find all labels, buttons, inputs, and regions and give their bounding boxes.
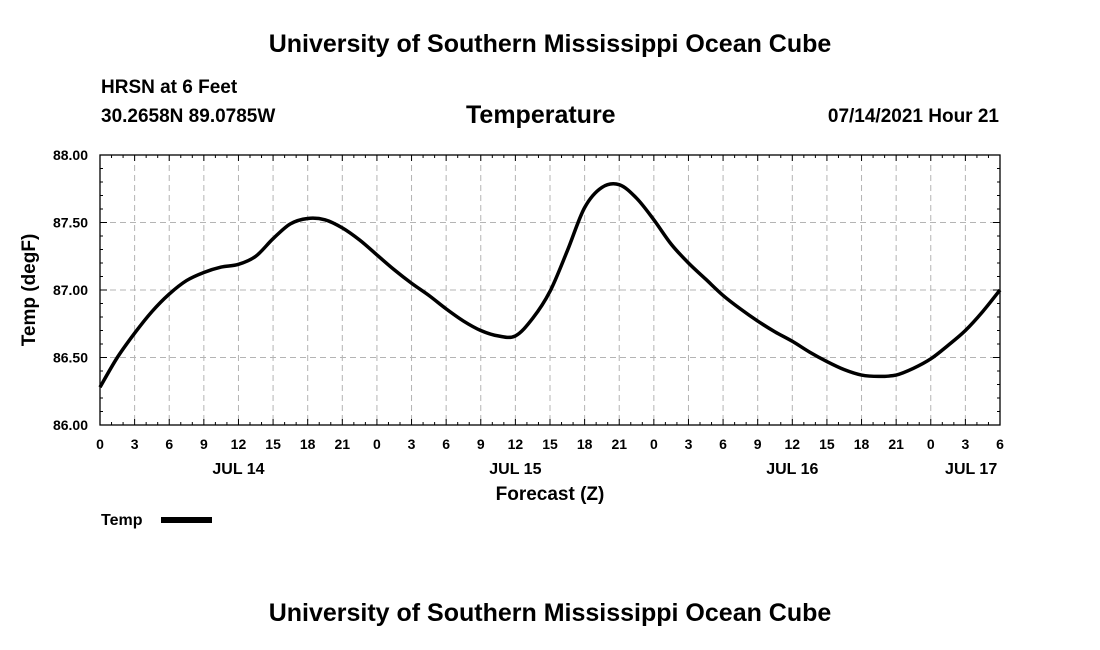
x-tick-label: 21 xyxy=(888,436,904,452)
x-tick-label: 6 xyxy=(996,436,1004,452)
forecast-datetime: 07/14/2021 Hour 21 xyxy=(827,106,999,127)
station-label: HRSN at 6 Feet xyxy=(101,77,238,98)
x-tick-label: 21 xyxy=(611,436,627,452)
x-tick-label: 3 xyxy=(685,436,693,452)
x-tick-label: 9 xyxy=(200,436,208,452)
x-tick-label: 21 xyxy=(335,436,351,452)
x-tick-label: 0 xyxy=(650,436,658,452)
x-tick-label: 15 xyxy=(819,436,835,452)
y-tick-label: 86.00 xyxy=(53,417,88,433)
x-tick-label: 15 xyxy=(542,436,558,452)
series-layer xyxy=(98,182,1002,389)
y-axis-title: Temp (degF) xyxy=(19,234,40,347)
x-tick-label: 18 xyxy=(300,436,316,452)
legend: Temp xyxy=(101,512,212,529)
date-label: JUL 16 xyxy=(766,461,818,478)
x-tick-label: 15 xyxy=(265,436,281,452)
x-tick-label: 9 xyxy=(477,436,485,452)
x-tick-label: 6 xyxy=(719,436,727,452)
date-label: JUL 15 xyxy=(489,461,541,478)
y-tick-label: 86.50 xyxy=(53,350,88,366)
x-tick-label: 12 xyxy=(508,436,524,452)
x-tick-label: 3 xyxy=(961,436,969,452)
x-tick-label: 3 xyxy=(131,436,139,452)
x-tick-label: 0 xyxy=(373,436,381,452)
x-tick-label: 9 xyxy=(754,436,762,452)
x-tick-label: 12 xyxy=(785,436,801,452)
x-axis-title: Forecast (Z) xyxy=(496,484,605,505)
y-tick-label: 88.00 xyxy=(53,147,88,163)
series-line-temp xyxy=(98,182,1002,389)
x-tick-label: 3 xyxy=(408,436,416,452)
grid-lines xyxy=(100,155,1000,425)
coordinates-label: 30.2658N 89.0785W xyxy=(101,106,276,127)
y-tick-label: 87.50 xyxy=(53,215,88,231)
date-label: JUL 17 xyxy=(945,461,997,478)
x-tick-label: 18 xyxy=(577,436,593,452)
legend-label: Temp xyxy=(101,512,143,529)
page-title: University of Southern Mississippi Ocean… xyxy=(268,30,832,58)
x-tick-label: 0 xyxy=(96,436,104,452)
y-tick-label: 87.00 xyxy=(53,282,88,298)
x-tick-label: 0 xyxy=(927,436,935,452)
x-tick-label: 12 xyxy=(231,436,247,452)
axes: 0 3 6 9 12 15 18 21 0 3 6 9 12 15 18 21 0 3 6 9 12 15 18 21 0 3 6 J… xyxy=(53,147,1004,478)
x-tick-label: 18 xyxy=(854,436,870,452)
x-tick-label: 6 xyxy=(165,436,173,452)
x-tick-label: 6 xyxy=(442,436,450,452)
date-label: JUL 14 xyxy=(212,461,264,478)
variable-title: Temperature xyxy=(466,101,616,129)
footer-title: University of Southern Mississippi Ocean… xyxy=(268,599,832,627)
